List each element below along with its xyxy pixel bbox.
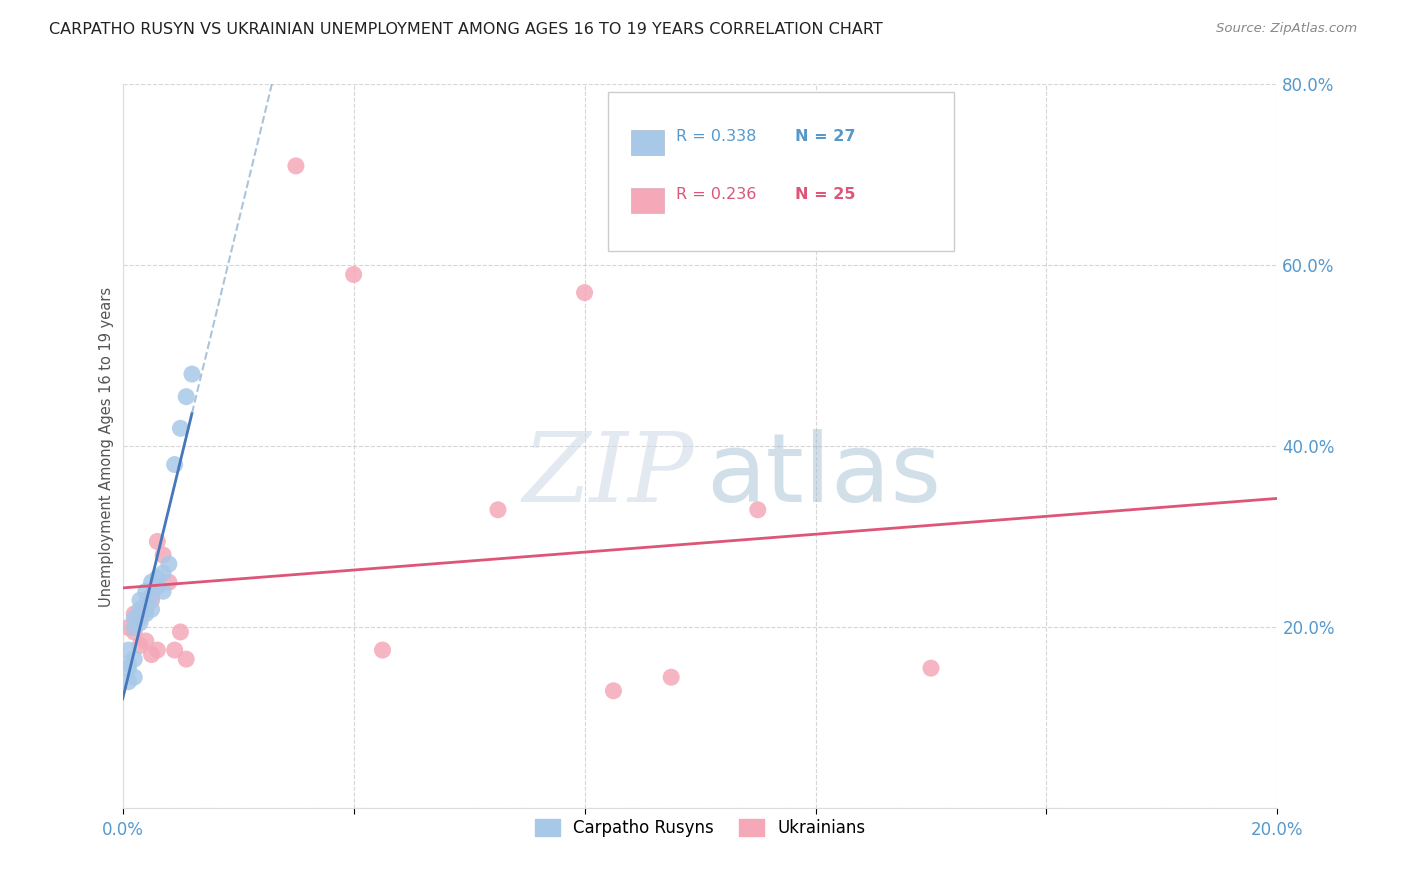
Point <box>602 683 624 698</box>
FancyBboxPatch shape <box>631 188 664 212</box>
Text: R = 0.338: R = 0.338 <box>676 129 756 145</box>
Point <box>122 611 145 625</box>
Point <box>117 657 139 671</box>
Point <box>163 643 186 657</box>
Point <box>157 557 180 571</box>
Point <box>122 652 145 666</box>
Point <box>747 503 769 517</box>
Point <box>181 367 204 381</box>
Point <box>117 643 139 657</box>
Point <box>163 458 186 472</box>
Point <box>174 390 197 404</box>
Point <box>141 575 163 590</box>
Point <box>141 593 163 607</box>
Text: atlas: atlas <box>706 429 941 522</box>
Point <box>129 615 152 630</box>
Point <box>152 584 174 599</box>
Point <box>141 648 163 662</box>
Point <box>157 575 180 590</box>
Point <box>343 268 366 282</box>
Point <box>122 624 145 639</box>
Point <box>152 548 174 562</box>
Text: N = 25: N = 25 <box>794 187 855 202</box>
Point <box>146 643 169 657</box>
Point <box>135 602 157 616</box>
Point <box>135 584 157 599</box>
Point <box>129 602 152 616</box>
Text: CARPATHO RUSYN VS UKRAINIAN UNEMPLOYMENT AMONG AGES 16 TO 19 YEARS CORRELATION C: CARPATHO RUSYN VS UKRAINIAN UNEMPLOYMENT… <box>49 22 883 37</box>
Point <box>117 620 139 634</box>
Point <box>486 503 509 517</box>
Point <box>920 661 942 675</box>
Point <box>284 159 307 173</box>
Point <box>146 571 169 585</box>
Point <box>169 421 191 435</box>
Point <box>146 534 169 549</box>
Point <box>122 620 145 634</box>
Text: N = 27: N = 27 <box>794 129 855 145</box>
Point <box>135 598 157 612</box>
Point <box>659 670 682 684</box>
Point <box>135 634 157 648</box>
Point <box>129 639 152 653</box>
Legend: Carpatho Rusyns, Ukrainians: Carpatho Rusyns, Ukrainians <box>529 812 872 844</box>
Y-axis label: Unemployment Among Ages 16 to 19 years: Unemployment Among Ages 16 to 19 years <box>100 286 114 607</box>
FancyBboxPatch shape <box>631 130 664 154</box>
FancyBboxPatch shape <box>607 92 955 251</box>
Text: Source: ZipAtlas.com: Source: ZipAtlas.com <box>1216 22 1357 36</box>
Point <box>122 607 145 621</box>
Point <box>574 285 596 300</box>
Text: R = 0.236: R = 0.236 <box>676 187 756 202</box>
Point <box>117 661 139 675</box>
Point <box>122 670 145 684</box>
Point <box>141 602 163 616</box>
Point <box>135 607 157 621</box>
Point <box>141 589 163 603</box>
Point <box>117 674 139 689</box>
Point <box>371 643 394 657</box>
Point <box>146 580 169 594</box>
Point <box>169 624 191 639</box>
Point <box>129 607 152 621</box>
Point <box>152 566 174 581</box>
Text: ZIP: ZIP <box>523 428 695 523</box>
Point <box>129 611 152 625</box>
Point <box>129 593 152 607</box>
Point <box>174 652 197 666</box>
